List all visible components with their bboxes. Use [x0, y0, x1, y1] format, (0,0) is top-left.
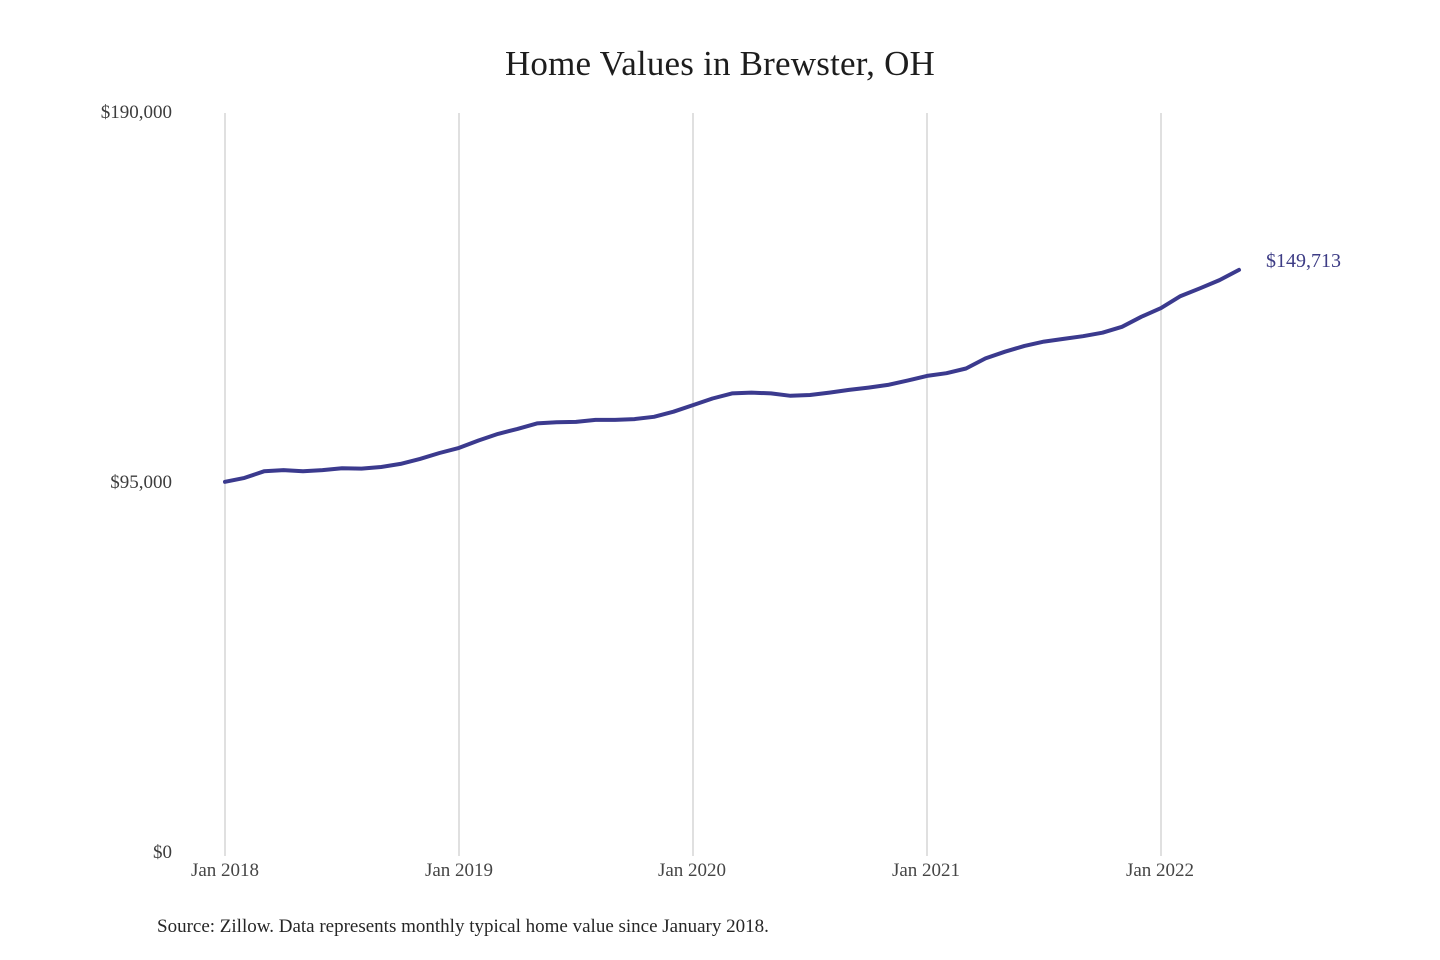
y-axis-tick-0: $0 [153, 842, 172, 863]
y-axis-tick-95000: $95,000 [110, 472, 172, 493]
x-axis-tick-jan-2019: Jan 2019 [424, 860, 494, 881]
source-note: Source: Zillow. Data represents monthly … [157, 916, 769, 937]
last-value-annotation: $149,713 [1266, 250, 1341, 272]
x-axis-tick-jan-2022: Jan 2022 [1125, 860, 1195, 881]
x-axis-tick-jan-2020: Jan 2020 [657, 860, 727, 881]
chart-title: Home Values in Brewster, OH [504, 44, 936, 83]
x-axis-tick-jan-2018: Jan 2018 [190, 860, 260, 881]
y-axis-tick-190000: $190,000 [100, 102, 172, 123]
home-value-line-series [223, 267, 1241, 484]
x-axis-tick-jan-2021: Jan 2021 [891, 860, 961, 881]
